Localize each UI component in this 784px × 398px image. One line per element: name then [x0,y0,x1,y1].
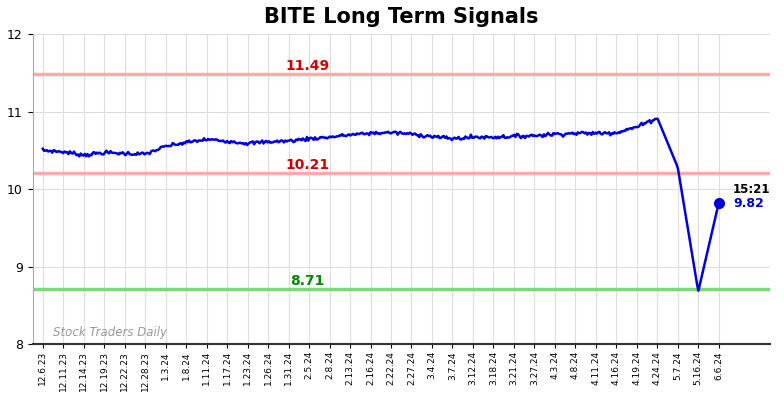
Text: Stock Traders Daily: Stock Traders Daily [53,326,167,339]
Text: 15:21: 15:21 [733,183,771,196]
Text: 11.49: 11.49 [285,59,329,73]
Title: BITE Long Term Signals: BITE Long Term Signals [264,7,539,27]
Text: 9.82: 9.82 [733,197,764,210]
Text: 8.71: 8.71 [290,274,325,288]
Text: 10.21: 10.21 [285,158,329,172]
